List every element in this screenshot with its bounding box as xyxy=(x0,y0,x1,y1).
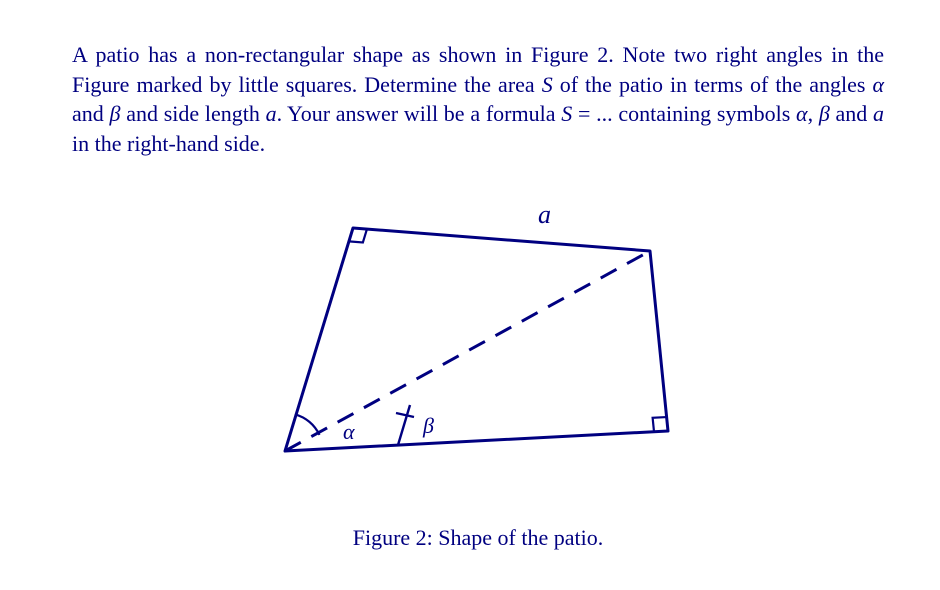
text-line4c: and xyxy=(830,101,873,126)
sym-S-1: S xyxy=(542,72,553,97)
label-beta: β xyxy=(422,413,434,438)
beta-separator xyxy=(398,405,410,445)
sym-alpha-2: α xyxy=(796,101,808,126)
sym-beta-2: β xyxy=(819,101,830,126)
text-line3a: patio in terms of the angles xyxy=(619,72,872,97)
text-line4d: in the right-hand side. xyxy=(72,131,265,156)
sym-beta-1: β xyxy=(110,101,121,126)
beta-separator-tick xyxy=(396,413,414,417)
text-line2b: of the xyxy=(553,72,612,97)
patio-figure: a α β xyxy=(238,183,718,513)
text-line4eq: = ... containing symbols xyxy=(572,101,796,126)
sym-S-2: S xyxy=(561,101,572,126)
text-line4b: , xyxy=(808,101,819,126)
diagonal-dashed xyxy=(285,251,650,451)
problem-paragraph: A patio has a non-rectangular shape as s… xyxy=(72,40,884,159)
text-line4a: a formula xyxy=(470,101,561,126)
text-line3c: and side length xyxy=(120,101,265,126)
page: A patio has a non-rectangular shape as s… xyxy=(0,0,940,551)
label-alpha: α xyxy=(343,419,355,444)
text-line3d: . Your answer will be xyxy=(277,101,465,126)
sym-alpha-1: α xyxy=(872,72,884,97)
sym-a-2: a xyxy=(873,101,884,126)
figure-caption: Figure 2: Shape of the patio. xyxy=(72,525,884,551)
alpha-arc xyxy=(295,414,320,435)
figure-container: a α β Figure 2: Shape of the patio. xyxy=(72,183,884,551)
patio-outline xyxy=(285,228,668,451)
text-line1: A patio has a non-rectangular shape as s… xyxy=(72,42,757,67)
label-a: a xyxy=(538,200,551,229)
right-angle-bottom-right xyxy=(653,417,667,432)
sym-a-1: a xyxy=(266,101,277,126)
text-line3b: and xyxy=(72,101,110,126)
